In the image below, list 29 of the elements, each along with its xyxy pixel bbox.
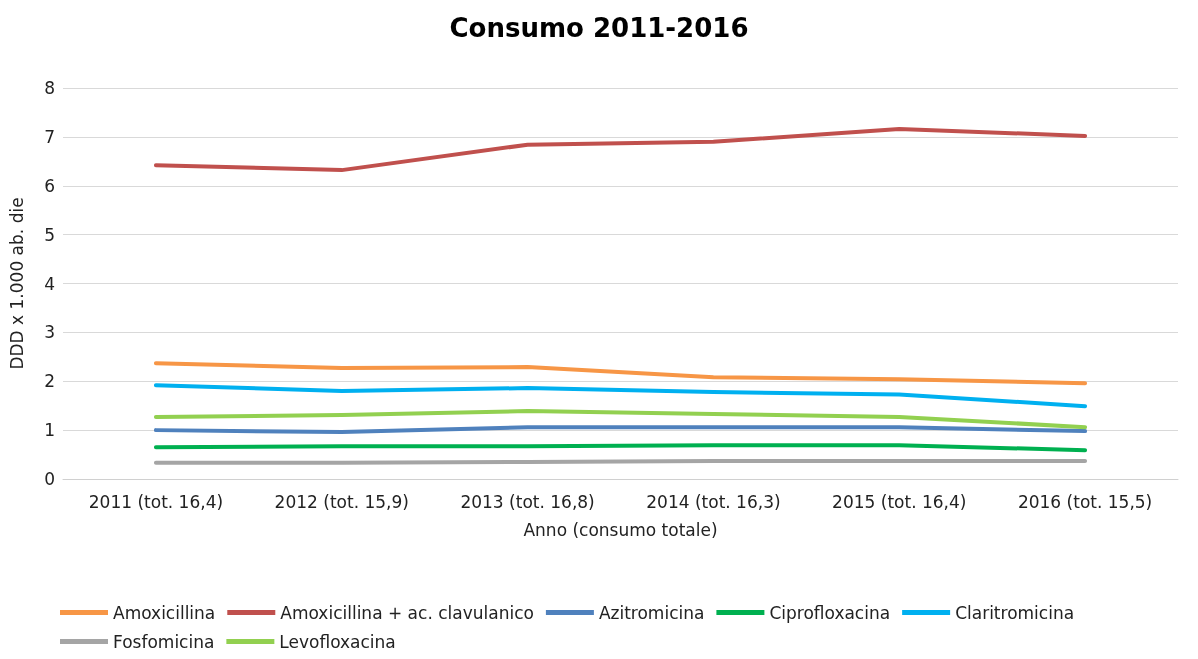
x-axis-title: Anno (consumo totale) [523, 519, 718, 540]
x-tick-label: 2014 (tot. 16,3) [646, 491, 781, 512]
line-series [153, 361, 1088, 386]
x-tick-label: 2015 (tot. 16,4) [832, 491, 967, 512]
legend-label: Azitromicina [598, 602, 705, 623]
x-tick-label: 2013 (tot. 16,8) [460, 491, 595, 512]
line-series [153, 383, 1088, 409]
y-tick-label: 0 [44, 469, 55, 489]
line-series [153, 127, 1088, 173]
y-tick-label: 5 [44, 224, 55, 245]
legend-label: Amoxicillina + ac. clavulanico [280, 602, 534, 623]
legend-label: Levofloxacina [279, 631, 396, 652]
chart-title: Consumo 2011-2016 [449, 13, 749, 43]
y-tick-label: 8 [44, 78, 55, 98]
y-tick-label: 2 [44, 371, 55, 392]
legend-label: Ciprofloxacina [769, 602, 891, 623]
x-tick-label: 2016 (tot. 15,5) [1017, 491, 1153, 512]
line-series [153, 409, 1088, 430]
y-tick-label: 4 [44, 273, 55, 294]
legend-label: Fosfomicina [113, 631, 215, 652]
y-tick-label: 1 [44, 420, 55, 441]
y-axis-title: DDD x 1.000 ab. die [6, 197, 27, 370]
legend-label: Amoxicillina [113, 602, 216, 623]
y-tick-label: 7 [44, 126, 55, 147]
y-tick-label: 6 [44, 175, 55, 196]
x-tick-label: 2012 (tot. 15,9) [274, 491, 409, 512]
y-tick-label: 3 [44, 322, 55, 343]
legend-label: Claritromicina [955, 602, 1075, 623]
x-tick-label: 2011 (tot. 16,4) [88, 491, 224, 512]
